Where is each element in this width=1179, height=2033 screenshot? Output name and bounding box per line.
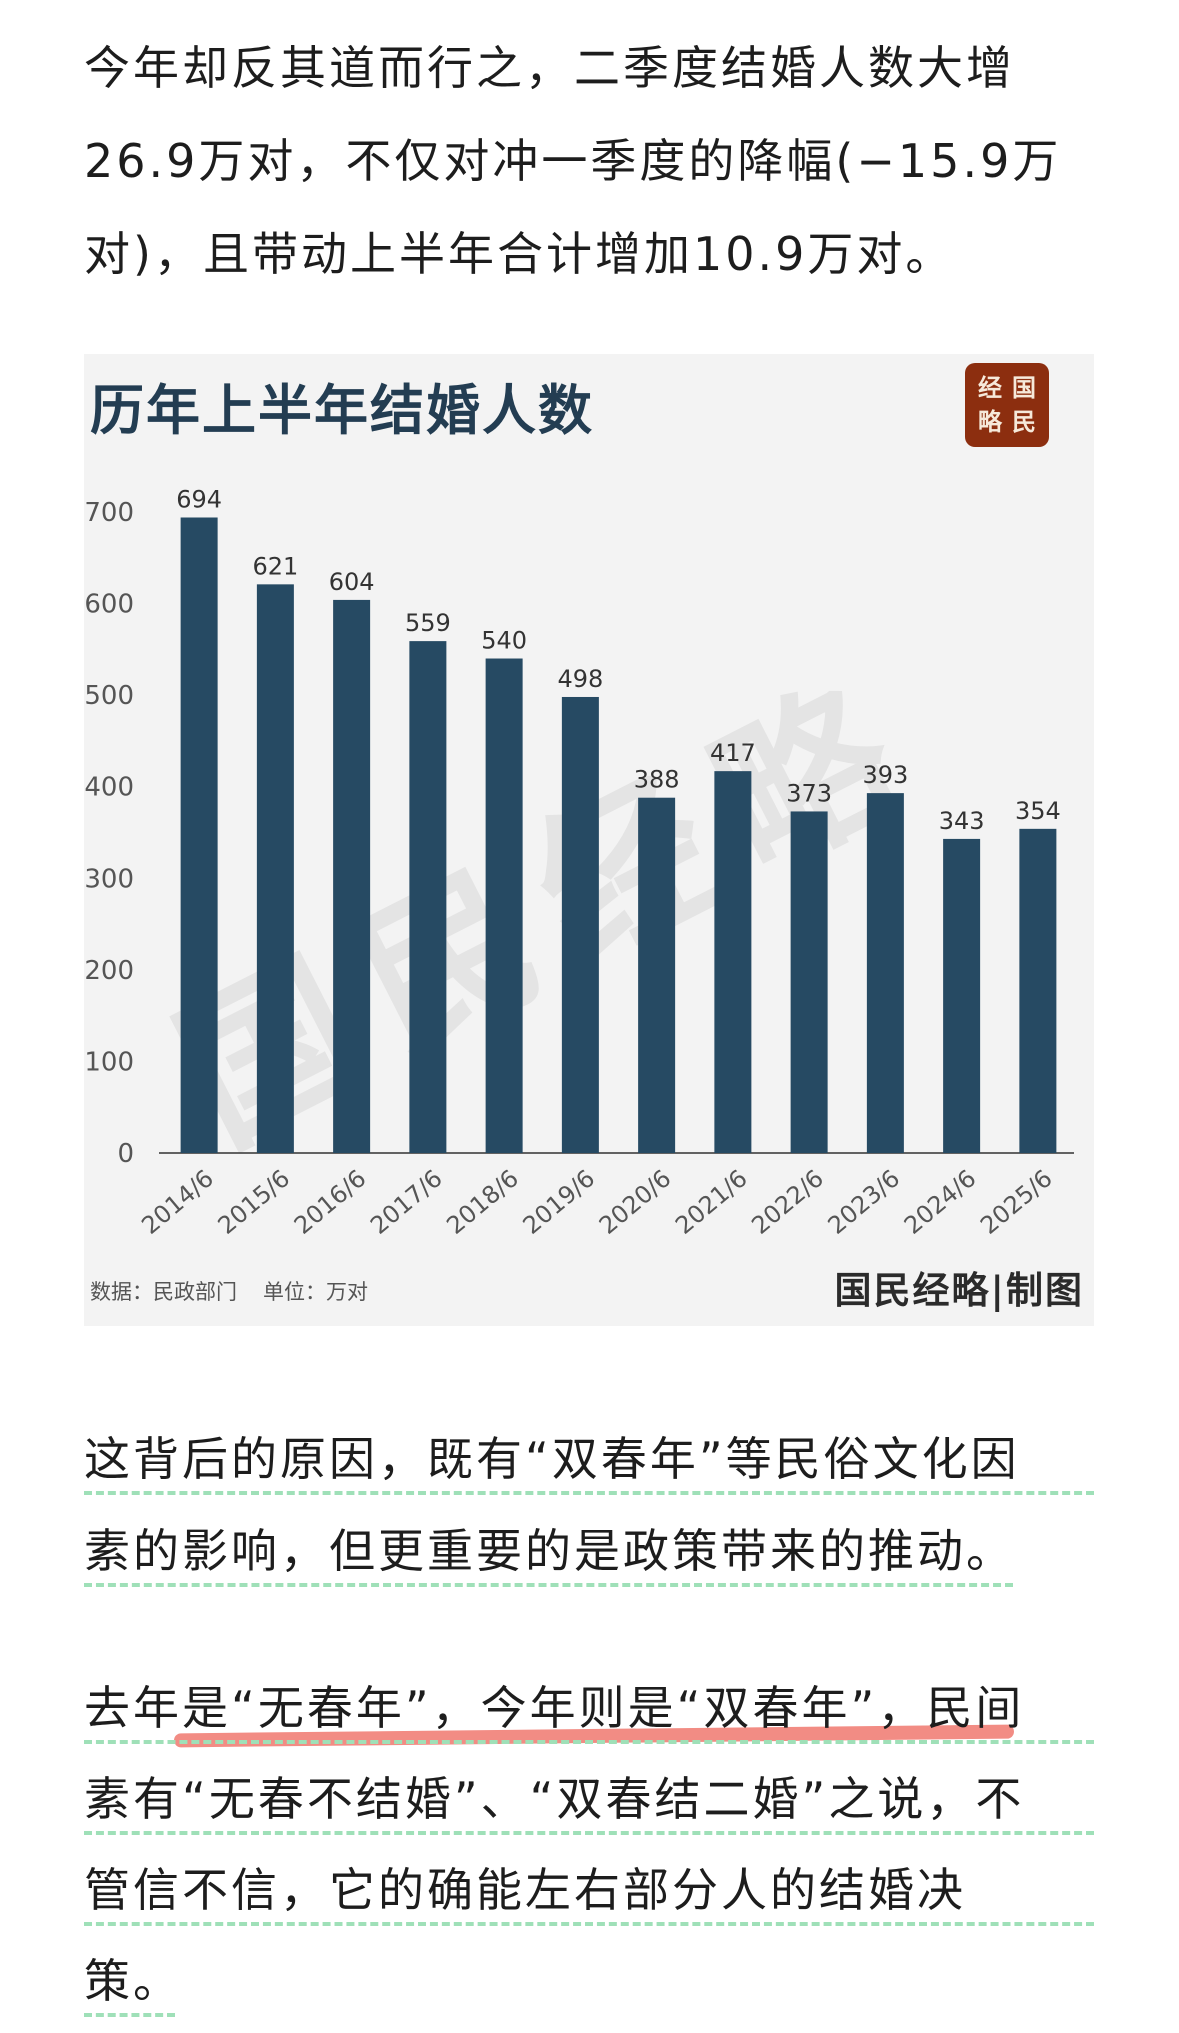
bar: [714, 771, 752, 1153]
bar: [638, 797, 676, 1153]
paragraph-custom: 去年是“无春年”，今年则是“双春年”，民间 素有“无春不结婚”、“双春结二婚”之…: [84, 1663, 1094, 2027]
x-tick-label: 2023/6: [823, 1164, 906, 1240]
text-line: 这背后的原因，既有“双春年”等民俗文化因: [84, 1413, 1094, 1505]
logo-char: 略: [978, 407, 1002, 436]
text-line: 26.9万对，不仅对冲一季度的降幅(−15.9万: [84, 134, 1062, 188]
x-tick-label: 2019/6: [518, 1164, 601, 1240]
y-tick-label: 200: [84, 956, 134, 986]
y-tick-label: 300: [84, 864, 134, 894]
bar: [485, 658, 523, 1153]
bar: [790, 811, 828, 1153]
text-line: 素有“无春不结婚”、“双春结二婚”之说，不: [84, 1754, 1094, 1845]
text-line: 策。: [84, 1936, 1094, 2027]
x-tick-label: 2018/6: [441, 1164, 524, 1240]
bar: [180, 517, 218, 1153]
bar: [1019, 828, 1057, 1153]
chart-card: 国民经略 历年上半年结婚人数 经 国 略 民 0 100 200 300 400 500 6…: [84, 354, 1094, 1326]
y-tick-label: 500: [84, 681, 134, 711]
x-tick-label: 2024/6: [899, 1164, 982, 1240]
data-label: 694: [176, 485, 222, 513]
paragraph-reason: 这背后的原因，既有“双春年”等民俗文化因 素的影响，但更重要的是政策带来的推动。: [84, 1413, 1094, 1597]
data-label: 393: [862, 761, 908, 789]
bar: [256, 584, 294, 1153]
bar: [943, 838, 981, 1153]
data-label: 559: [405, 609, 451, 637]
text-line: 管信不信，它的确能左右部分人的结婚决: [84, 1845, 1094, 1936]
text-line: 对)，且带动上半年合计增加10.9万对。: [84, 227, 955, 281]
data-label: 343: [939, 807, 985, 835]
data-label: 417: [710, 739, 756, 767]
data-source: 数据：民政部门: [90, 1280, 237, 1304]
chart-credit: 国民经略|制图: [834, 1268, 1084, 1312]
logo-char: 民: [1012, 407, 1036, 436]
bar: [333, 599, 371, 1153]
data-unit: 单位：万对: [263, 1280, 368, 1304]
y-tick-label: 0: [117, 1139, 134, 1169]
y-tick-label: 700: [84, 498, 134, 528]
data-label: 388: [634, 766, 680, 794]
data-label: 540: [481, 627, 527, 655]
chart-footnote: 数据：民政部门 单位：万对: [90, 1276, 368, 1306]
bar: [866, 793, 904, 1153]
x-tick-label: 2020/6: [594, 1164, 677, 1240]
bar: [409, 641, 447, 1153]
bar-chart: 0 100 200 300 400 500 600 700 694 2014/6 621 2015/6…: [84, 485, 1074, 1240]
chart-title: 历年上半年结婚人数: [90, 379, 594, 442]
text-line: 今年却反其道而行之，二季度结婚人数大增: [84, 41, 1015, 95]
paragraph-intro: 今年却反其道而行之，二季度结婚人数大增 26.9万对，不仅对冲一季度的降幅(−1…: [84, 22, 1094, 301]
logo-badge: 经 国 略 民: [965, 363, 1049, 447]
x-tick-label: 2022/6: [746, 1164, 829, 1240]
x-tick-label: 2017/6: [365, 1164, 448, 1240]
x-tick-label: 2021/6: [670, 1164, 753, 1240]
y-tick-label: 400: [84, 773, 134, 803]
data-label: 354: [1015, 797, 1061, 825]
x-tick-label: 2016/6: [289, 1164, 372, 1240]
data-label: 373: [786, 779, 832, 807]
y-tick-label: 100: [84, 1047, 134, 1077]
y-tick-label: 600: [84, 590, 134, 620]
text-line: 去年是“无春年”，今年则是“双春年”，民间: [84, 1663, 1094, 1754]
bar: [561, 696, 599, 1153]
data-label: 498: [557, 665, 603, 693]
x-tick-label: 2014/6: [136, 1164, 219, 1240]
x-tick-label: 2015/6: [213, 1164, 296, 1240]
logo-char: 国: [1012, 373, 1036, 402]
data-label: 604: [329, 568, 375, 596]
text-line: 素的影响，但更重要的是政策带来的推动。: [84, 1505, 1094, 1597]
data-label: 621: [252, 552, 298, 580]
logo-char: 经: [978, 373, 1002, 402]
x-tick-label: 2025/6: [975, 1164, 1058, 1240]
